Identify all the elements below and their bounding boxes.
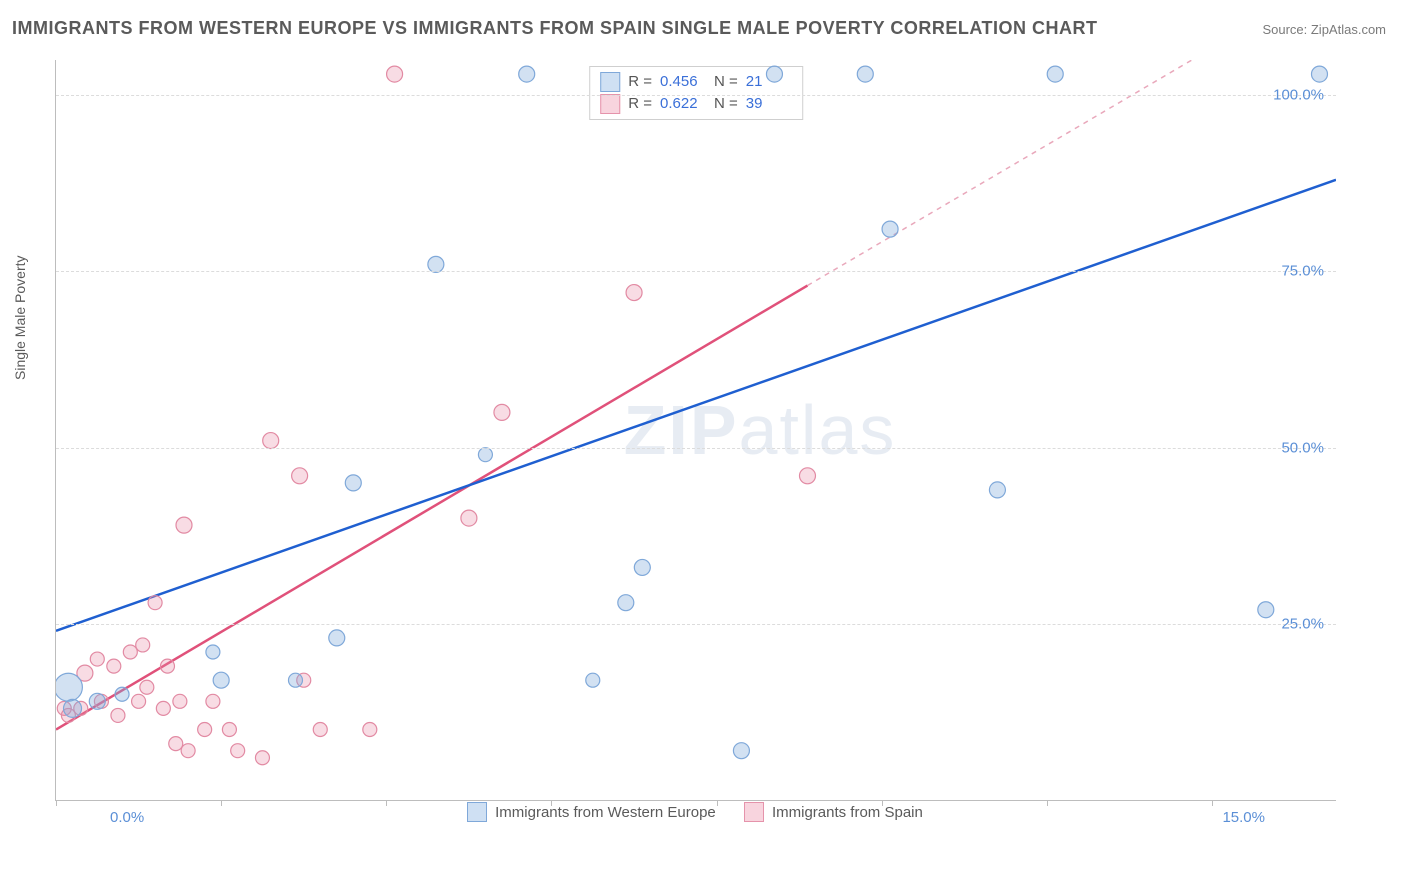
datapoint-pink: [148, 596, 162, 610]
x-tick-max: 15.0%: [1222, 809, 1265, 826]
datapoint-pink: [231, 744, 245, 758]
datapoint-pink: [123, 645, 137, 659]
datapoint-pink: [176, 517, 192, 533]
datapoint-blue: [329, 630, 345, 646]
datapoint-pink: [169, 737, 183, 751]
datapoint-pink: [140, 680, 154, 694]
legend-swatch-pink: [744, 802, 764, 822]
series-legend: Immigrants from Western Europe Immigrant…: [55, 802, 1335, 826]
datapoint-pink: [313, 723, 327, 737]
datapoint-pink: [255, 751, 269, 765]
source-label: Source: ZipAtlas.com: [1262, 22, 1386, 37]
gridline-h: [56, 624, 1336, 625]
datapoint-blue: [989, 482, 1005, 498]
datapoint-pink: [799, 468, 815, 484]
datapoint-blue: [857, 66, 873, 82]
datapoint-pink: [107, 659, 121, 673]
chart-title: IMMIGRANTS FROM WESTERN EUROPE VS IMMIGR…: [12, 18, 1098, 39]
trendline-pink-ext: [807, 60, 1336, 286]
datapoint-blue: [1258, 602, 1274, 618]
datapoint-blue: [586, 673, 600, 687]
datapoint-blue: [428, 256, 444, 272]
datapoint-pink: [111, 708, 125, 722]
gridline-h: [56, 271, 1336, 272]
datapoint-pink: [156, 701, 170, 715]
legend-label: Immigrants from Western Europe: [495, 804, 716, 821]
datapoint-pink: [626, 285, 642, 301]
datapoint-blue: [206, 645, 220, 659]
legend-item-blue: Immigrants from Western Europe: [467, 802, 716, 822]
legend-item-pink: Immigrants from Spain: [744, 802, 923, 822]
datapoint-pink: [206, 694, 220, 708]
datapoint-blue: [1311, 66, 1327, 82]
datapoint-pink: [222, 723, 236, 737]
datapoint-blue: [115, 687, 129, 701]
datapoint-blue: [89, 693, 105, 709]
y-tick-label: 25.0%: [1281, 615, 1324, 632]
datapoint-pink: [198, 723, 212, 737]
x-tick-min: 0.0%: [110, 809, 144, 826]
chart-container: ZIPatlas R = 0.456 N = 21 R = 0.622 N = …: [55, 60, 1335, 830]
y-axis-label: Single Male Poverty: [12, 255, 28, 380]
y-tick-label: 100.0%: [1273, 87, 1324, 104]
datapoint-pink: [160, 659, 174, 673]
y-tick-label: 75.0%: [1281, 263, 1324, 280]
datapoint-pink: [292, 468, 308, 484]
datapoint-blue: [519, 66, 535, 82]
datapoint-blue: [478, 448, 492, 462]
datapoint-pink: [461, 510, 477, 526]
datapoint-pink: [494, 404, 510, 420]
datapoint-pink: [132, 694, 146, 708]
datapoint-pink: [173, 694, 187, 708]
datapoint-pink: [263, 433, 279, 449]
datapoint-pink: [387, 66, 403, 82]
trendline-blue: [56, 180, 1336, 631]
legend-label: Immigrants from Spain: [772, 804, 923, 821]
datapoint-pink: [363, 723, 377, 737]
datapoint-blue: [64, 699, 82, 717]
datapoint-blue: [345, 475, 361, 491]
plot-area: ZIPatlas R = 0.456 N = 21 R = 0.622 N = …: [55, 60, 1336, 801]
datapoint-blue: [733, 743, 749, 759]
datapoint-blue: [1047, 66, 1063, 82]
datapoint-blue: [618, 595, 634, 611]
datapoint-blue: [882, 221, 898, 237]
y-tick-label: 50.0%: [1281, 439, 1324, 456]
gridline-h: [56, 95, 1336, 96]
datapoint-blue: [634, 559, 650, 575]
legend-swatch-blue: [467, 802, 487, 822]
datapoint-pink: [181, 744, 195, 758]
plot-svg: [56, 60, 1336, 800]
datapoint-blue: [766, 66, 782, 82]
datapoint-pink: [136, 638, 150, 652]
datapoint-blue: [56, 673, 82, 701]
datapoint-pink: [90, 652, 104, 666]
datapoint-blue: [288, 673, 302, 687]
gridline-h: [56, 448, 1336, 449]
datapoint-blue: [213, 672, 229, 688]
